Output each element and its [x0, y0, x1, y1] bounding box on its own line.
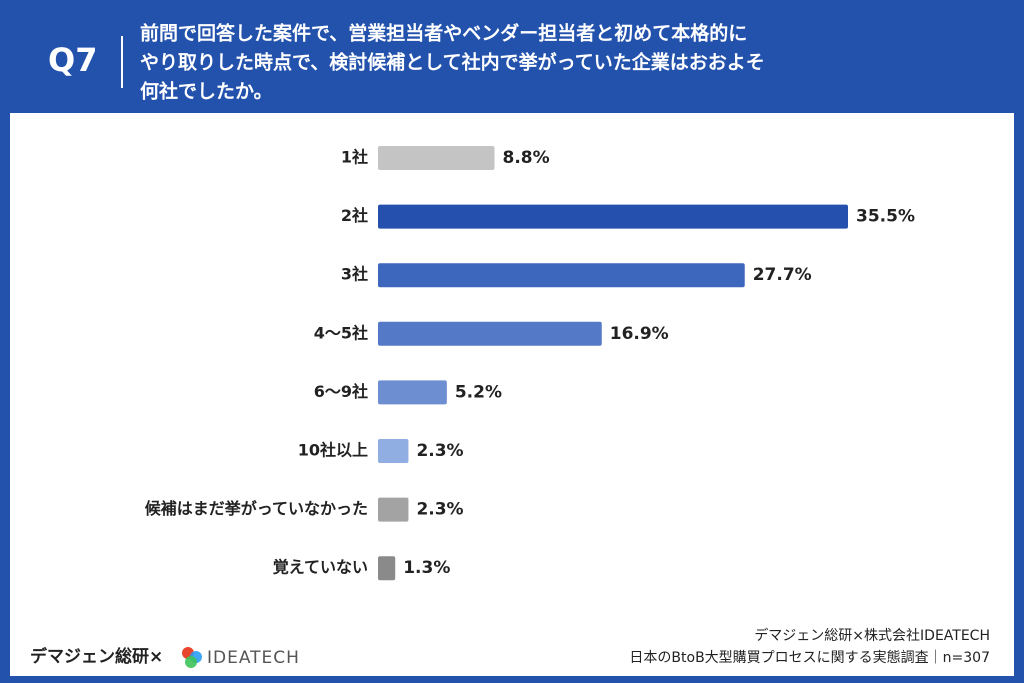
- bar: [378, 204, 848, 229]
- brand: デマジェン総研×: [30, 646, 163, 667]
- bar: [378, 380, 447, 405]
- category-label: 2社: [341, 206, 368, 225]
- category-label: 覚えていない: [273, 558, 368, 577]
- source: デマジェン総研×株式会社IDEATECH: [754, 627, 990, 644]
- value-label: 35.5%: [856, 207, 915, 227]
- bar: [378, 439, 409, 463]
- panel: [10, 113, 1014, 676]
- bar: [378, 556, 396, 581]
- bar: [378, 146, 495, 170]
- value-label: 16.9%: [610, 324, 669, 344]
- question-line: 何社でしたか。: [140, 80, 273, 103]
- category-label: 10社以上: [298, 441, 368, 460]
- category-label: 6〜9社: [314, 382, 368, 401]
- value-label: 27.7%: [753, 265, 812, 285]
- category-label: 1社: [341, 148, 368, 167]
- logo-icon: [182, 647, 202, 668]
- value-label: 2.3%: [416, 500, 463, 520]
- source: 日本のBtoB大型購買プロセスに関する実態調査｜n=307: [629, 650, 990, 666]
- value-label: 8.8%: [503, 148, 550, 168]
- value-label: 2.3%: [416, 441, 463, 461]
- category-label: 候補はまだ挙がっていなかった: [145, 499, 368, 518]
- bar: [378, 321, 602, 346]
- category-label: 3社: [341, 265, 368, 284]
- value-label: 1.3%: [403, 558, 450, 578]
- question-label: Q7: [48, 41, 97, 79]
- bar: [378, 497, 409, 522]
- question-line: やり取りした時点で、検討候補として社内で挙がっていた企業はおおよそ: [140, 51, 765, 74]
- value-label: 5.2%: [455, 382, 502, 402]
- question-line: 前問で回答した案件で、営業担当者やベンダー担当者と初めて本格的に: [140, 22, 747, 45]
- category-label: 4〜5社: [314, 323, 368, 342]
- bar: [378, 263, 745, 288]
- logo-text: IDEATECH: [207, 648, 300, 668]
